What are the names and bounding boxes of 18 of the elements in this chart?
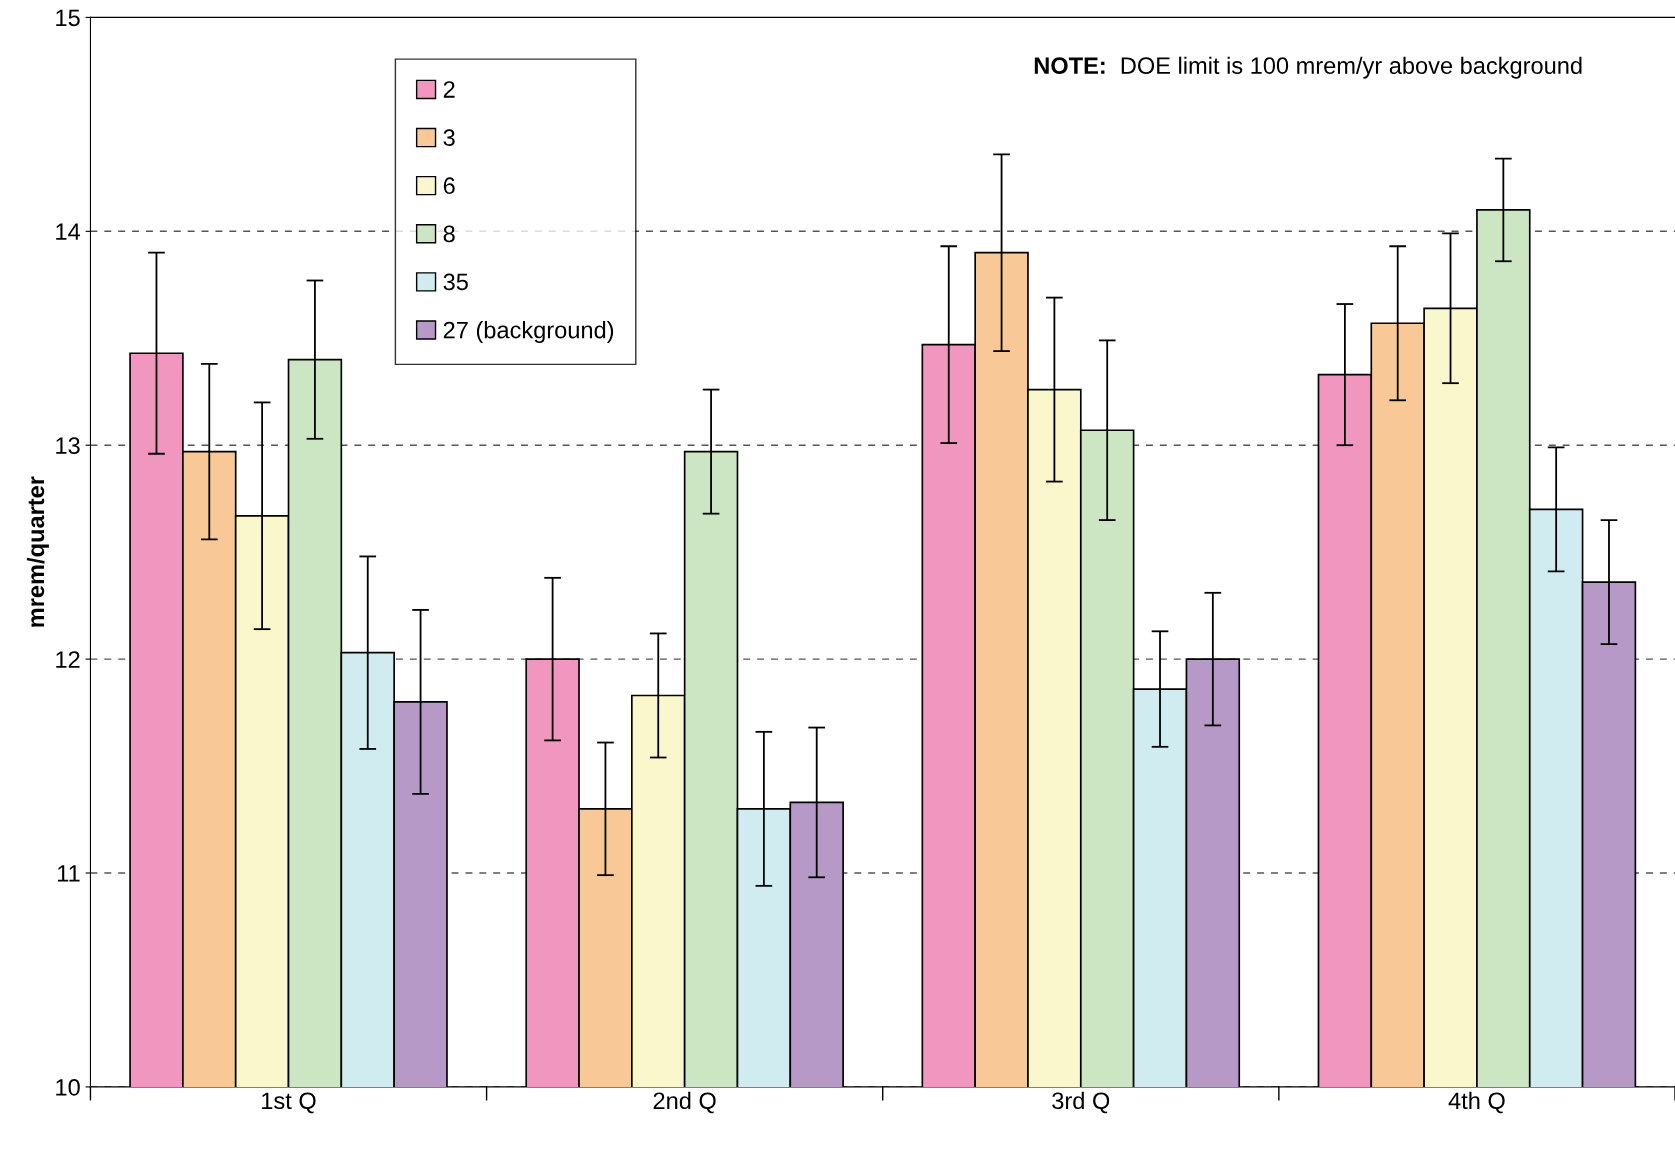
y-tick-label: 15 [56, 9, 80, 27]
y-tick-label: 14 [56, 223, 81, 240]
y-tick-label: 10 [56, 1078, 80, 1096]
y-tick-label: 12 [56, 651, 80, 668]
x-tick-label: 2nd Q [653, 1091, 716, 1114]
y-axis-title: mrem/quarter [26, 476, 49, 627]
legend-label: 2 [443, 81, 455, 98]
x-tick-label: 4th Q [1448, 1091, 1505, 1114]
y-tick-label: 11 [58, 865, 80, 882]
legend-label: 8 [443, 225, 455, 243]
legend-label: 6 [443, 177, 455, 195]
x-tick-label: 3rd Q [1052, 1091, 1110, 1114]
legend-label: 27 (background) [443, 321, 614, 344]
legend-label: 3 [443, 129, 455, 146]
y-tick-label: 13 [56, 437, 80, 454]
legend-label: 35 [443, 273, 468, 291]
annotation: NOTE: DOE limit is 100 mrem/yr above background [1034, 56, 1582, 79]
x-tick-label: 1st Q [262, 1092, 316, 1114]
